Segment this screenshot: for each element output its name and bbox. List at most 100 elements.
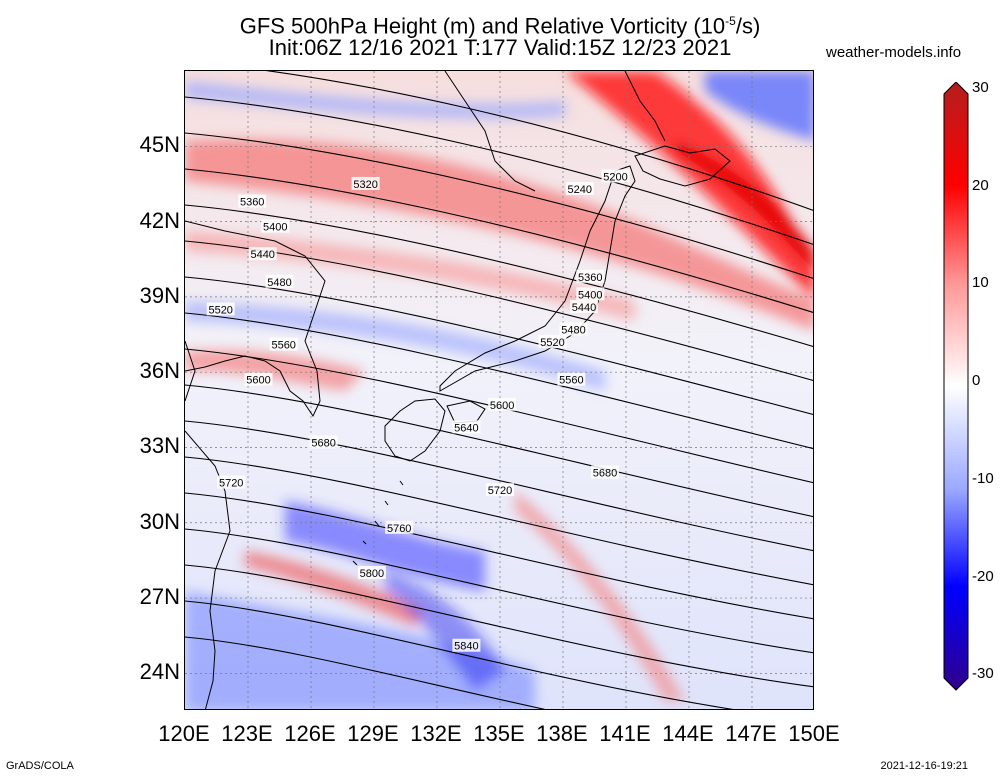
contour-label: 5440 <box>250 249 274 261</box>
contour-label-box <box>486 483 514 497</box>
height-contour-line <box>185 384 813 518</box>
contour-label-box <box>357 565 386 579</box>
contour-label-box <box>238 194 267 208</box>
contour-label: 5840 <box>454 641 478 653</box>
height-contour-line <box>185 528 813 654</box>
colorbar-tick-label: 10 <box>972 274 989 292</box>
contour-label: 5360 <box>578 272 602 284</box>
contour-label-box <box>217 475 246 489</box>
contour-label-box <box>570 299 598 313</box>
height-contour-line <box>185 492 813 620</box>
colorbar-tick-label: 0 <box>972 372 981 390</box>
contour-label: 5360 <box>240 197 264 209</box>
map-panel: 5200 5240 5320 5360 5400 5440 5480 5520 5560 5600… <box>184 70 814 710</box>
height-contour-line <box>185 276 813 416</box>
lon-tick-label: 147E <box>725 721 777 746</box>
height-contour-line <box>185 456 813 586</box>
contour-label: 5400 <box>263 222 287 234</box>
contour-label-box <box>538 335 567 349</box>
contour-label: 5320 <box>353 179 377 191</box>
height-contour-line <box>185 312 813 450</box>
title-text: GFS 500hPa Height (m) and Relative Vorti… <box>239 13 726 39</box>
contour-label-box <box>309 435 338 449</box>
contour-label-box <box>452 638 481 652</box>
lon-tick-label: 126E <box>284 721 336 746</box>
height-contour-labels: 5200524053205360540054405480552055605600… <box>206 169 630 653</box>
colorbar <box>943 82 969 691</box>
height-contour-line <box>185 132 813 279</box>
lon-tick-label: 132E <box>410 721 462 746</box>
contour-label-box <box>557 372 586 386</box>
contour-label: 5800 <box>360 568 384 580</box>
contour-label: 5600 <box>490 400 514 412</box>
contour-label: 5680 <box>311 437 335 449</box>
contour-label-box <box>565 181 594 195</box>
contour-label-box <box>488 397 517 411</box>
contour-label: 5720 <box>219 478 243 490</box>
title-exponent: -5 <box>725 14 736 28</box>
contour-label-box <box>591 465 619 479</box>
lon-tick-label: 144E <box>662 721 714 746</box>
contour-label: 5640 <box>454 422 478 434</box>
contour-label-box <box>576 287 605 301</box>
lon-tick-label: 120E <box>158 721 210 746</box>
contour-label-box <box>261 219 290 233</box>
contour-label-box <box>452 420 481 434</box>
footer-credit: GrADS/COLA <box>6 760 74 772</box>
contour-label-box <box>265 274 294 288</box>
height-contour-line <box>185 636 546 709</box>
contour-label-box <box>559 322 588 336</box>
contour-label: 5400 <box>578 289 602 301</box>
contour-label-box <box>269 337 298 351</box>
contour-label: 5480 <box>267 277 291 289</box>
site-label: weather-models.info <box>826 44 962 61</box>
lat-tick-label: 45N <box>139 132 180 158</box>
lon-tick-label: 141E <box>599 721 651 746</box>
contour-label-box <box>206 302 235 316</box>
footer-timestamp: 2021-12-16-19:21 <box>880 760 968 772</box>
height-contour-line <box>185 204 813 347</box>
map-canvas: 5200524053205360540054405480552055605600… <box>185 71 813 709</box>
lon-tick-label: 138E <box>536 721 588 746</box>
title-unit: /s) <box>735 13 761 39</box>
contour-label-box <box>244 372 273 386</box>
contour-label-box <box>576 269 605 283</box>
colorbar-tick-label: -20 <box>972 567 994 585</box>
height-contour-line <box>185 600 734 709</box>
colorbar-tick-label: -30 <box>972 665 994 683</box>
contour-label: 5240 <box>568 184 592 196</box>
contour-label: 5680 <box>593 468 617 480</box>
contour-label: 5440 <box>572 302 596 314</box>
height-contour-line <box>265 71 813 211</box>
height-contour-line <box>185 168 813 313</box>
lat-tick-label: 30N <box>139 508 180 534</box>
contour-label: 5520 <box>208 304 232 316</box>
colorbar-tick-label: -10 <box>972 469 994 487</box>
chart-title: GFS 500hPa Height (m) and Relative Vorti… <box>150 9 850 38</box>
lon-tick-label: 123E <box>221 721 273 746</box>
colorbar-gradient <box>943 82 969 691</box>
height-contour-line <box>185 420 813 552</box>
contour-label-box <box>385 520 414 534</box>
colorbar-tick-label: 30 <box>972 79 989 96</box>
lon-tick-label: 129E <box>347 721 399 746</box>
colorbar-tick-label: 20 <box>972 176 989 194</box>
lat-tick-label: 33N <box>139 433 180 459</box>
contour-label: 5520 <box>540 337 564 349</box>
contour-label: 5560 <box>271 340 295 352</box>
contour-label: 5720 <box>488 485 512 497</box>
lat-tick-label: 36N <box>139 358 180 384</box>
lat-tick-label: 42N <box>139 207 180 233</box>
coastlines <box>185 71 731 709</box>
lon-tick-label: 135E <box>473 721 525 746</box>
contour-label-box <box>248 247 277 261</box>
contour-label: 5480 <box>561 325 585 337</box>
contour-label: 5560 <box>559 375 583 387</box>
lat-tick-label: 24N <box>139 659 180 685</box>
contour-label: 5760 <box>387 523 411 535</box>
contour-label-box <box>351 176 380 190</box>
contour-label: 5600 <box>246 375 270 387</box>
height-contour-line <box>185 348 813 484</box>
chart-subtitle: Init:06Z 12/16 2021 T:177 Valid:15Z 12/2… <box>268 35 732 60</box>
lon-tick-label: 150E <box>788 721 840 746</box>
